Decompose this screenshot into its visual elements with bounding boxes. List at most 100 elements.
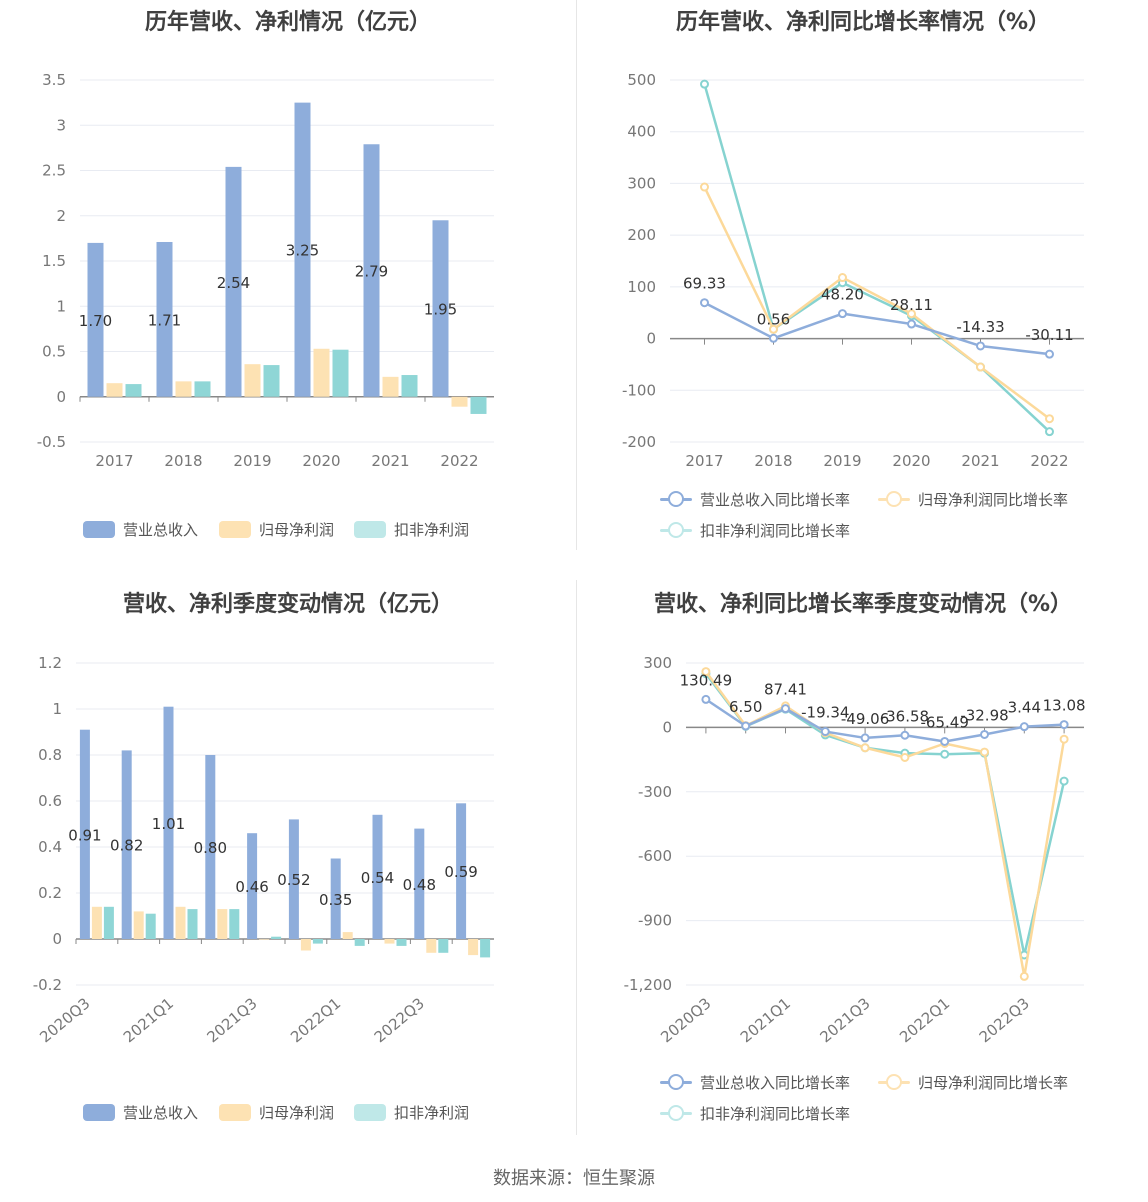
legend-item-deducted-growth[interactable]: 扣非净利润同比增长率 [660, 1103, 850, 1124]
legend-swatch [660, 522, 692, 539]
legend-item-deducted-growth[interactable]: 扣非净利润同比增长率 [660, 520, 850, 541]
data-point [980, 747, 989, 757]
data-label: 6.50 [729, 698, 762, 716]
y-tick-label: -600 [638, 847, 672, 865]
x-tick-label: 2021Q1 [737, 994, 794, 1046]
legend-swatch [354, 1104, 386, 1121]
data-point [976, 341, 985, 351]
y-tick-label: 1.5 [42, 252, 66, 270]
y-tick-label: 0.2 [38, 884, 62, 902]
legend-item-parent-growth[interactable]: 归母净利润同比增长率 [878, 1072, 1068, 1093]
data-label: 130.49 [680, 671, 733, 689]
data-point [860, 733, 870, 743]
bar [396, 939, 407, 946]
bar [342, 932, 353, 939]
y-tick-label: -100 [622, 381, 656, 399]
bar [271, 936, 282, 939]
legend-label: 归母净利润同比增长率 [918, 491, 1069, 509]
data-point [940, 736, 950, 746]
bar [470, 396, 487, 414]
data-label: 1.95 [424, 301, 457, 319]
data-point [769, 333, 778, 343]
x-tick-label: 2022 [440, 452, 478, 470]
legend-item-parent-net-profit[interactable]: 归母净利润 [219, 1102, 334, 1123]
annual-values-chart: 3.5 3 2.5 2 1.5 1 0.5 0 -0.5 1.70 2017 1.71 2018 2.54… [37, 71, 494, 470]
bar [133, 911, 144, 939]
legend-label: 营业总收入 [123, 1104, 199, 1122]
legend-item-parent-net-profit[interactable]: 归母净利润 [219, 519, 334, 540]
data-source: 数据来源：恒生聚源 [493, 1168, 655, 1189]
chart-title: 历年营收、净利同比增长率情况（%） [675, 10, 1051, 35]
legend-swatch [878, 1074, 910, 1091]
data-point [940, 749, 950, 759]
bar [372, 814, 383, 939]
y-tick-label: 0.5 [42, 343, 66, 361]
legend-swatch [219, 1104, 251, 1121]
legend-item-revenue[interactable]: 营业总收入 [83, 519, 198, 540]
data-label: 48.20 [821, 286, 864, 304]
legend-item-revenue-growth[interactable]: 营业总收入同比增长率 [660, 1072, 850, 1093]
data-label: -30.11 [1025, 326, 1073, 344]
legend-label: 营业总收入 [123, 521, 199, 539]
quarterly-values-chart: 1.2 1 0.8 0.6 0.4 0.2 0 -0.2 0.91 2020Q3 0.82 1.01 2… [33, 654, 494, 1046]
data-point [838, 309, 847, 319]
x-tick-label: 2020Q3 [36, 994, 93, 1046]
bar [384, 939, 395, 944]
data-label: 0.48 [403, 876, 436, 894]
data-point [701, 667, 711, 677]
data-point [900, 730, 910, 740]
data-label: -14.33 [956, 318, 1004, 336]
legend-label: 营业总收入同比增长率 [700, 491, 851, 509]
x-tick-label: 2019 [823, 452, 861, 470]
legend-label: 扣非净利润同比增长率 [700, 1105, 851, 1123]
data-label: 1.70 [79, 312, 112, 330]
legend-item-deducted-net-profit[interactable]: 扣非净利润 [354, 1102, 469, 1123]
bar [401, 375, 418, 397]
chart-title: 营收、净利季度变动情况（亿元） [122, 592, 453, 617]
legend-item-parent-growth[interactable]: 归母净利润同比增长率 [878, 489, 1068, 510]
y-tick-label: 400 [627, 123, 656, 141]
x-tick-label: 2017 [95, 452, 133, 470]
bar [288, 819, 299, 939]
data-label: 0.82 [110, 837, 143, 855]
legend-label: 扣非净利润 [394, 1104, 470, 1122]
legend-item-revenue[interactable]: 营业总收入 [83, 1102, 198, 1123]
bar [259, 939, 270, 940]
data-point [1045, 349, 1054, 359]
bar [313, 348, 330, 397]
data-point [820, 727, 830, 737]
x-tick-label: 2021 [961, 452, 999, 470]
legend-swatch [83, 521, 115, 538]
data-label: 0.54 [361, 869, 394, 887]
data-label: -32.98 [960, 706, 1008, 724]
data-label: 3.44 [1008, 699, 1041, 717]
x-tick-label: 2022Q1 [287, 994, 344, 1046]
data-point [907, 319, 916, 329]
data-label: -36.58 [881, 707, 929, 725]
bar [332, 349, 349, 397]
x-tick-label: 2018 [754, 452, 792, 470]
quarterly-values-panel: 营收、净利季度变动情况（亿元） 1.2 1 0.8 0.6 0.4 0.2 0 -0.2 0.9… [0, 580, 576, 1140]
annual-values-panel: 历年营收、净利情况（亿元） 3.5 3 2.5 2 1.5 1 0.5 0 -0.5 1.70 20… [0, 0, 576, 560]
bar [125, 384, 142, 397]
y-tick-label: 0 [662, 718, 672, 736]
data-point [1059, 734, 1069, 744]
bar [79, 729, 90, 939]
legend-item-revenue-growth[interactable]: 营业总收入同比增长率 [660, 489, 850, 510]
x-tick-label: 2021Q3 [816, 994, 873, 1046]
legend-swatch [660, 491, 692, 508]
y-tick-label: 1 [56, 297, 66, 315]
data-label: 28.11 [890, 296, 933, 314]
bar [438, 939, 449, 953]
bar [163, 706, 174, 939]
x-tick-label: 2018 [164, 452, 202, 470]
y-tick-label: 300 [643, 654, 672, 672]
y-tick-label: -0.2 [33, 976, 62, 994]
data-label: 1.01 [152, 815, 185, 833]
legend-item-deducted-net-profit[interactable]: 扣非净利润 [354, 519, 469, 540]
bar [87, 242, 104, 397]
bar [175, 906, 186, 939]
bar [414, 828, 425, 939]
x-tick-label: 2021Q3 [203, 994, 260, 1046]
